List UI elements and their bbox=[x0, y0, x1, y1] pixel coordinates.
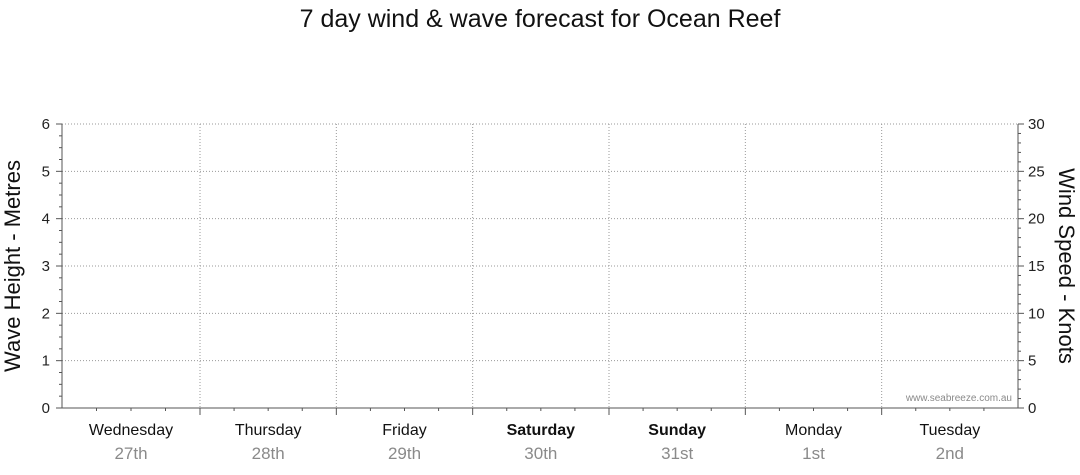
x-day-date-label: 27th bbox=[114, 444, 147, 463]
x-day-date-label: 2nd bbox=[936, 444, 964, 463]
y-right-tick-label: 20 bbox=[1028, 211, 1045, 228]
y-left-tick-label: 6 bbox=[42, 116, 50, 133]
x-day-date-label: 29th bbox=[388, 444, 421, 463]
x-day-name-label: Sunday bbox=[648, 422, 706, 439]
y-left-tick-label: 2 bbox=[42, 305, 50, 322]
y-right-tick-label: 25 bbox=[1028, 163, 1045, 180]
y-left-tick-label: 3 bbox=[42, 258, 50, 275]
x-day-date-label: 28th bbox=[252, 444, 285, 463]
axes-layer bbox=[56, 123, 1024, 415]
grid-layer bbox=[62, 123, 1018, 408]
watermark: www.seabreeze.com.au bbox=[905, 393, 1012, 404]
x-day-name-label: Tuesday bbox=[919, 422, 980, 439]
x-day-name-label: Monday bbox=[785, 422, 842, 439]
y-right-tick-label: 5 bbox=[1028, 353, 1036, 370]
y-right-tick-label: 10 bbox=[1028, 305, 1045, 322]
x-day-name-label: Wednesday bbox=[89, 422, 173, 439]
y-left-tick-label: 4 bbox=[42, 211, 50, 228]
y-right-tick-label: 15 bbox=[1028, 258, 1045, 275]
y-left-tick-label: 0 bbox=[42, 400, 50, 417]
y-left-axis-title: Wave Height - Metres bbox=[0, 160, 25, 372]
y-right-tick-label: 30 bbox=[1028, 116, 1045, 133]
x-day-date-label: 30th bbox=[524, 444, 557, 463]
y-right-tick-label: 0 bbox=[1028, 400, 1036, 417]
y-right-axis-title: Wind Speed - Knots bbox=[1054, 168, 1079, 364]
x-day-name-label: Saturday bbox=[507, 422, 576, 439]
y-left-tick-label: 5 bbox=[42, 163, 50, 180]
x-day-date-label: 1st bbox=[802, 444, 825, 463]
x-day-date-label: 31st bbox=[661, 444, 693, 463]
y-left-tick-label: 1 bbox=[42, 353, 50, 370]
x-day-name-label: Friday bbox=[382, 422, 426, 439]
x-day-name-label: Thursday bbox=[235, 422, 302, 439]
labels-layer: 0 1 2 3 4 5 6 0 5 10 15 20 25 30 Wednesday 27th Thursday… bbox=[42, 116, 1045, 463]
chart-title: 7 day wind & wave forecast for Ocean Ree… bbox=[299, 5, 781, 33]
